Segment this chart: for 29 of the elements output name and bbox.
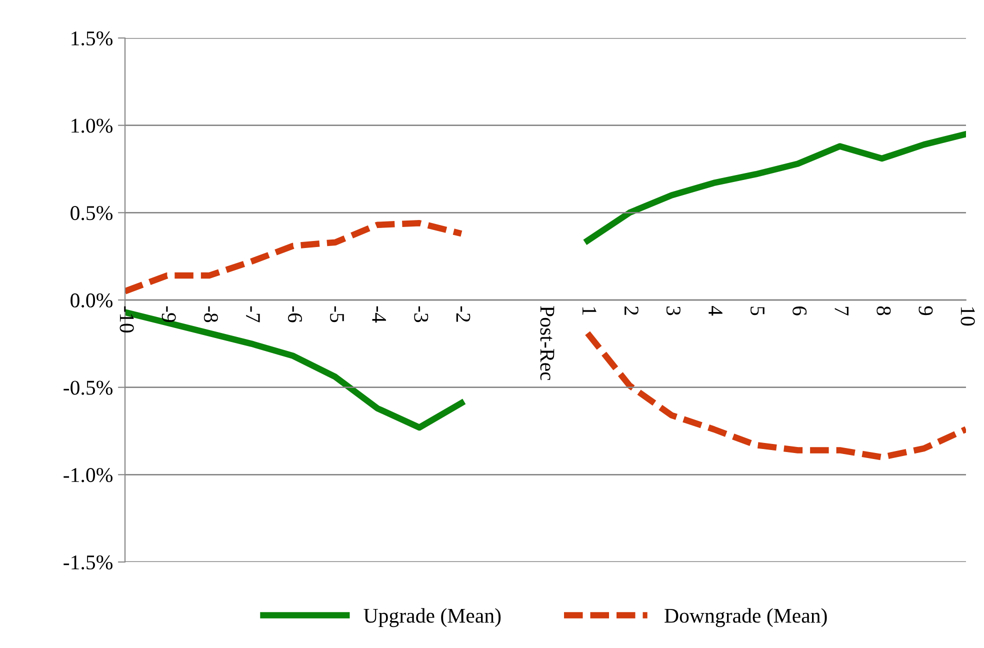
x-tick-label: 9 (918, 306, 933, 316)
x-tick-label: -3 (414, 306, 428, 322)
x-tick-label: 10 (960, 307, 975, 326)
y-tick-label: 1.5% (72, 31, 112, 46)
x-tick-label: -2 (456, 306, 470, 322)
x-tick-label: 2 (624, 306, 638, 315)
legend-label: Upgrade (Mean) (364, 608, 501, 628)
x-tick-label: -10 (120, 306, 134, 333)
x-tick-label: 3 (666, 306, 680, 316)
x-tick-label: 7 (834, 306, 848, 316)
y-tick-label: -1.5% (64, 555, 112, 570)
y-tick-label: -0.5% (64, 380, 112, 395)
x-tick-label: Post-Rec (540, 306, 554, 380)
x-tick-label: -5 (330, 306, 344, 322)
x-tick-label: 1 (582, 307, 596, 315)
x-tick-label: -6 (288, 306, 302, 322)
x-tick-label: -9 (162, 306, 176, 322)
x-tick-label: 8 (876, 306, 891, 316)
x-tick-label: -7 (246, 306, 260, 322)
x-tick-label: 5 (750, 306, 764, 316)
y-tick-label: -1.0% (64, 468, 112, 482)
x-tick-label: 6 (792, 306, 807, 316)
y-tick-label: 0.0% (70, 293, 112, 308)
x-tick-label: -8 (204, 306, 218, 322)
y-tick-label: 1.0% (72, 118, 112, 133)
x-tick-label: 4 (708, 306, 722, 316)
legend-label: Downgrade (Mean) (664, 608, 827, 628)
x-tick-label: -4 (372, 306, 386, 323)
y-tick-label: 0.5% (70, 206, 112, 220)
